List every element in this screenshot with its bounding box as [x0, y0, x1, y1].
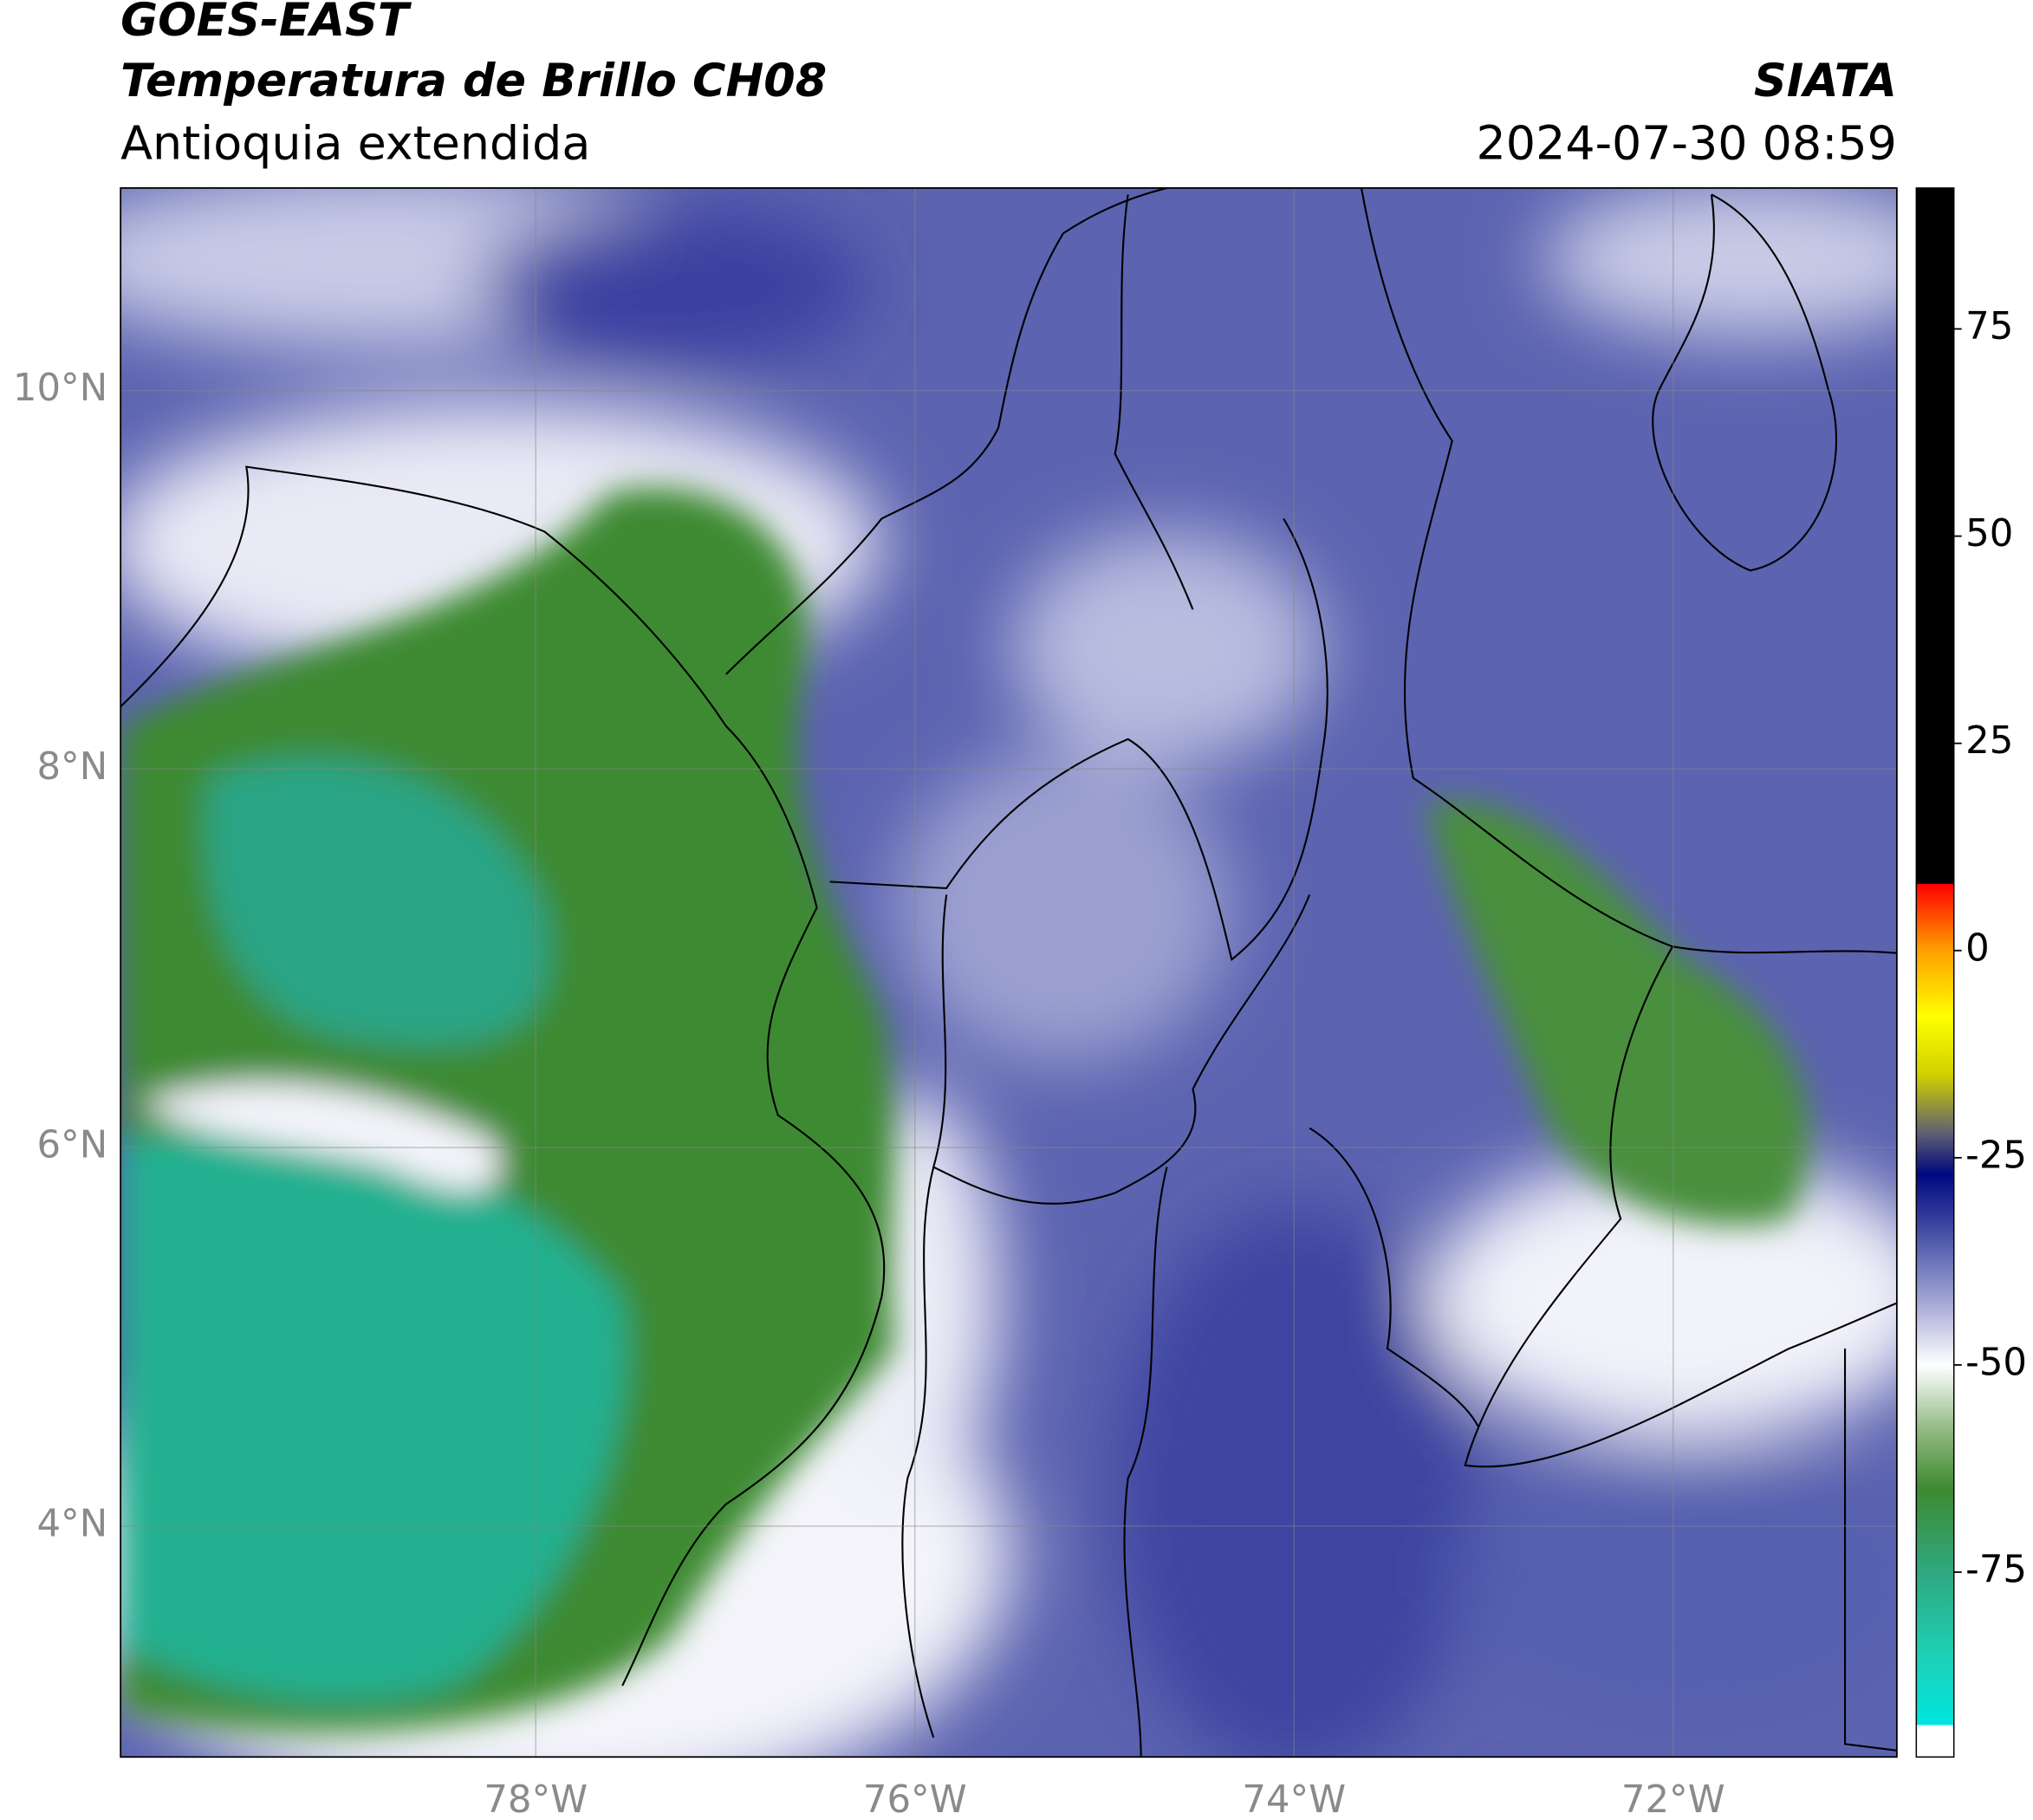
source: SIATA: [1754, 55, 1897, 107]
grid: [120, 187, 1897, 1758]
borders: [120, 187, 1897, 1758]
cold-cloud-tops: [120, 487, 1810, 1733]
y-tick-label: 8°N: [36, 745, 107, 789]
colorbar: [1915, 187, 1955, 1758]
x-tick-label: 76°W: [863, 1778, 967, 1820]
colorbar-tick-label: 75: [1965, 305, 2013, 348]
colorbar-tick-label: 25: [1965, 719, 2013, 763]
subtitle: Temperatura de Brillo CH08: [120, 55, 827, 107]
y-tick-label: 4°N: [36, 1502, 107, 1545]
x-tick-label: 78°W: [484, 1778, 588, 1820]
x-tick-label: 72°W: [1621, 1778, 1725, 1820]
colorbar-tick-label: 0: [1965, 926, 1990, 970]
region: Antioquia extendida: [120, 116, 590, 171]
y-tick-label: 6°N: [36, 1124, 107, 1167]
title: GOES-EAST: [120, 0, 412, 47]
map-image: [120, 187, 1897, 1758]
map-frame: [120, 187, 1898, 1758]
colorbar-tick-label: -75: [1965, 1549, 2027, 1592]
x-tick-label: 74°W: [1242, 1778, 1346, 1820]
colorbar-tick-label: -50: [1965, 1341, 2027, 1384]
colorbar-tick-label: -25: [1965, 1134, 2027, 1177]
colorbar-tick-label: 50: [1965, 512, 2013, 556]
y-tick-label: 10°N: [13, 367, 107, 410]
timestamp: 2024-07-30 08:59: [1477, 116, 1897, 171]
